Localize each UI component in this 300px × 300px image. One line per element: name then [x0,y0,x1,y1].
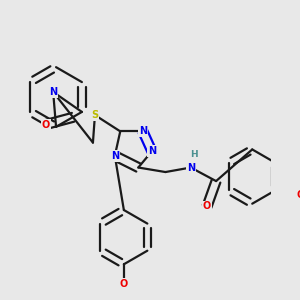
Text: H: H [190,150,197,159]
Text: O: O [120,279,128,289]
Text: N: N [139,126,147,136]
Text: N: N [187,163,195,172]
Text: O: O [42,119,50,130]
Text: N: N [148,146,156,156]
Text: O: O [203,201,211,212]
Text: N: N [111,151,119,161]
Text: S: S [92,110,98,120]
Text: N: N [49,87,57,97]
Text: O: O [297,190,300,200]
